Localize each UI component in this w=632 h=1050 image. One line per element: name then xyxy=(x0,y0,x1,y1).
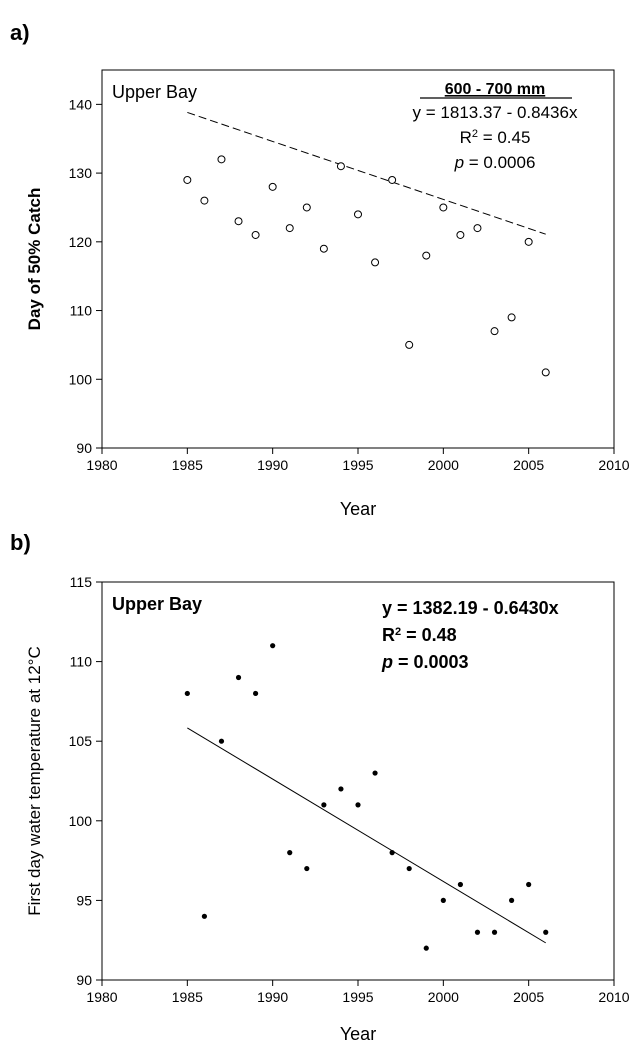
chart2-trend-line xyxy=(187,727,546,944)
chart1-data-point xyxy=(490,327,499,336)
chart2-data-point xyxy=(355,802,361,808)
chart1-data-point xyxy=(524,237,533,246)
chart1-x-tick-label: 2005 xyxy=(513,457,544,473)
chart2-data-point xyxy=(509,897,515,904)
chart1-x-tick-label: 1985 xyxy=(172,457,203,473)
chart1-x-tick-label: 2010 xyxy=(598,457,629,473)
chart2-data-point xyxy=(270,643,276,649)
chart2-y-tick-label: 105 xyxy=(69,733,93,749)
chart1-y-tick-label: 110 xyxy=(70,303,93,319)
chart1-y-tick-label: 120 xyxy=(69,234,93,250)
chart2-x-tick-label: 2005 xyxy=(513,989,544,1005)
chart2-data-point xyxy=(253,690,259,697)
chart2-data-point xyxy=(543,929,549,935)
chart2-x-axis-label: Year xyxy=(340,1024,376,1044)
chart2-r-squared: R2 = 0.48 xyxy=(382,625,457,645)
chart2-data-point xyxy=(457,881,463,888)
chart1-data-point xyxy=(456,230,465,239)
chart1-y-tick-label: 100 xyxy=(69,371,93,387)
chart2-data-point xyxy=(440,897,446,904)
chart1-x-tick-label: 1980 xyxy=(86,457,117,473)
chart1-y-tick-label: 130 xyxy=(69,165,93,181)
chart1-data-point xyxy=(302,203,311,212)
chart2-y-axis-label: First day water temperature at 12°C xyxy=(25,646,44,915)
chart1-regression-equation: y = 1813.37 - 0.8436x xyxy=(413,103,578,122)
chart2-data-point xyxy=(235,674,242,681)
chart2-data-point xyxy=(321,802,327,808)
chart1-y-tick-label: 140 xyxy=(69,96,93,112)
chart1-data-point xyxy=(200,196,209,205)
chart2-data-point xyxy=(406,865,412,872)
chart2-data-point xyxy=(218,738,225,744)
chart1-plot-frame xyxy=(101,69,615,449)
chart2-x-tick-label: 1980 xyxy=(86,989,117,1005)
chart1-data-point xyxy=(405,340,414,349)
chart2-y-tick-label: 115 xyxy=(70,574,93,590)
chart2-data-point xyxy=(389,850,395,856)
chart2-data-point xyxy=(338,786,344,792)
panel-label-b: b) xyxy=(10,530,31,555)
chart2-data-point xyxy=(491,929,498,935)
chart1-data-point xyxy=(388,175,397,184)
chart1-data-point xyxy=(217,155,226,164)
chart2-data-point xyxy=(526,881,532,888)
chart1-region-label: Upper Bay xyxy=(112,82,197,102)
panel-label-a: a) xyxy=(10,20,30,45)
chart1-data-point xyxy=(285,224,294,233)
chart1-x-axis-label: Year xyxy=(340,499,376,519)
chart1-data-point xyxy=(541,368,550,377)
chart1-trend-line xyxy=(187,111,546,235)
chart2-plot-frame xyxy=(101,581,615,981)
chart1-data-point xyxy=(439,203,448,212)
chart1-x-tick-label: 1990 xyxy=(257,457,288,473)
chart2-region-label: Upper Bay xyxy=(112,594,202,614)
chart2-x-tick-label: 2000 xyxy=(428,989,459,1005)
chart1-data-point xyxy=(183,175,192,184)
chart2-y-tick-label: 95 xyxy=(76,892,92,908)
chart2-p-value: p = 0.0003 xyxy=(381,652,469,672)
chart1-p-value: p = 0.0006 xyxy=(454,153,536,172)
chart2-y-tick-label: 90 xyxy=(76,972,92,988)
chart1-data-point xyxy=(268,182,277,191)
chart2-data-point xyxy=(423,945,429,951)
chart1-data-point xyxy=(354,210,362,219)
chart1-y-tick-label: 90 xyxy=(76,440,92,456)
chart2-y-tick-label: 100 xyxy=(69,813,93,829)
chart1-y-axis-label: Day of 50% Catch xyxy=(25,188,44,331)
chart1-data-point xyxy=(234,217,243,226)
chart1-x-tick-label: 2000 xyxy=(428,457,459,473)
chart2-x-tick-label: 2010 xyxy=(598,989,629,1005)
chart2-regression-equation: y = 1382.19 - 0.6430x xyxy=(382,598,559,618)
chart2-data-point xyxy=(287,850,293,856)
chart2-data-point xyxy=(474,929,481,935)
chart2-x-tick-label: 1990 xyxy=(257,989,288,1005)
chart2-y-tick-label: 110 xyxy=(70,654,93,670)
chart1-size-class-heading: 600 - 700 mm xyxy=(445,81,546,98)
chart2-data-point xyxy=(184,690,190,697)
chart1-data-point xyxy=(473,224,482,233)
chart2-data-point xyxy=(201,913,207,919)
chart1-data-point xyxy=(251,230,260,239)
chart2-data-point xyxy=(304,865,310,872)
chart1-data-point xyxy=(507,313,516,322)
chart1-data-point xyxy=(319,244,328,253)
chart1-data-point xyxy=(422,251,431,260)
chart1-r-squared: R2 = 0.45 xyxy=(460,128,531,147)
chart2-data-point xyxy=(372,770,378,776)
chart2-x-tick-label: 1995 xyxy=(342,989,373,1005)
chart2-x-tick-label: 1985 xyxy=(172,989,203,1005)
chart1-data-point xyxy=(336,162,345,171)
chart1-data-point xyxy=(371,258,380,267)
chart1-x-tick-label: 1995 xyxy=(342,457,373,473)
